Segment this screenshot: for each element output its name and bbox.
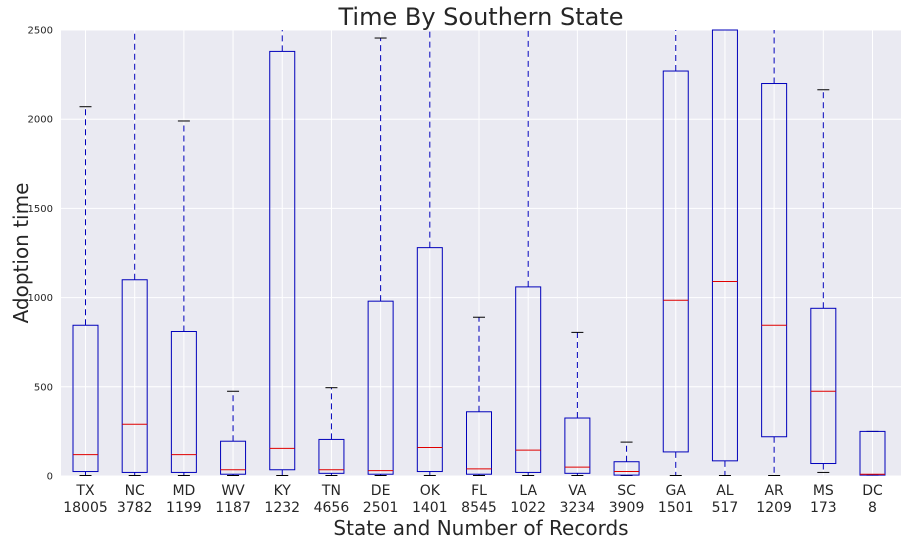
box-md xyxy=(170,120,197,476)
box-ms xyxy=(810,89,837,473)
box-wv xyxy=(220,390,247,476)
y-tick-label: 0 xyxy=(47,472,53,483)
chart-title: Time By Southern State xyxy=(338,3,624,31)
x-tick-state-label: MD xyxy=(172,483,195,499)
iqr-box xyxy=(318,438,345,474)
box-va xyxy=(564,331,591,476)
y-axis-label: Adoption time xyxy=(9,183,33,324)
x-tick-state-label: NC xyxy=(125,483,145,499)
x-tick-state-label: DE xyxy=(371,483,391,499)
x-tick-count-label: 18005 xyxy=(63,500,108,516)
box-ky xyxy=(269,30,296,476)
plot-area xyxy=(61,30,901,476)
y-axis-ticks: 0 500 1000 1500 2000 2500 xyxy=(28,26,53,483)
x-tick-count-label: 1209 xyxy=(756,500,792,516)
iqr-box xyxy=(711,29,738,462)
y-tick-label: 2000 xyxy=(28,115,53,126)
iqr-box xyxy=(662,70,689,453)
x-tick-state-label: AL xyxy=(716,483,734,499)
box-ar xyxy=(761,30,788,476)
x-tick-count-label: 1401 xyxy=(412,500,448,516)
x-tick-count-label: 1022 xyxy=(510,500,546,516)
x-tick-state-label: SC xyxy=(617,483,636,499)
box-fl xyxy=(466,316,492,476)
iqr-box xyxy=(170,330,197,473)
iqr-box xyxy=(810,307,837,465)
box-ok xyxy=(416,30,443,476)
iqr-box xyxy=(416,247,443,473)
iqr-box xyxy=(761,83,788,438)
x-tick-state-label: AR xyxy=(764,483,784,499)
x-tick-count-label: 1187 xyxy=(215,500,251,516)
y-tick-label: 2500 xyxy=(28,26,53,37)
x-tick-count-label: 1501 xyxy=(658,500,694,516)
x-tick-count-label: 3782 xyxy=(117,500,153,516)
iqr-box xyxy=(220,440,247,475)
box-la xyxy=(515,30,542,476)
x-tick-count-label: 173 xyxy=(810,500,837,516)
box-nc xyxy=(121,30,148,476)
iqr-box xyxy=(613,461,640,476)
box-tx xyxy=(72,106,99,476)
x-tick-state-label: MS xyxy=(813,483,834,499)
box-al xyxy=(711,29,738,476)
iqr-box xyxy=(466,411,492,475)
y-tick-label: 1500 xyxy=(28,204,53,215)
iqr-box xyxy=(269,50,296,471)
x-tick-count-label: 3909 xyxy=(609,500,645,516)
box-ga xyxy=(662,30,689,476)
x-tick-state-label: DC xyxy=(862,483,883,499)
x-tick-count-label: 3234 xyxy=(560,500,596,516)
x-tick-count-label: 1232 xyxy=(264,500,300,516)
y-tick-label: 1000 xyxy=(28,293,53,304)
x-tick-state-label: TX xyxy=(75,483,95,499)
x-tick-state-label: LA xyxy=(519,483,537,499)
x-tick-state-label: OK xyxy=(420,483,441,499)
box-tn xyxy=(318,387,345,476)
box-series xyxy=(72,29,886,476)
x-tick-count-label: 8545 xyxy=(461,500,497,516)
x-tick-state-label: GA xyxy=(666,483,687,499)
grid-lines xyxy=(61,29,901,477)
x-tick-count-label: 1199 xyxy=(166,500,202,516)
x-tick-state-label: WV xyxy=(221,483,245,499)
iqr-box xyxy=(564,417,591,474)
box-sc xyxy=(613,441,640,476)
iqr-box xyxy=(515,286,542,473)
x-axis-label: State and Number of Records xyxy=(333,516,628,540)
x-tick-count-label: 4656 xyxy=(314,500,350,516)
iqr-box xyxy=(859,430,886,476)
x-tick-state-label: TN xyxy=(321,483,341,499)
x-tick-state-label: VA xyxy=(568,483,587,499)
y-tick-label: 500 xyxy=(34,382,53,393)
x-tick-count-label: 517 xyxy=(712,500,739,516)
box-dc xyxy=(859,430,886,476)
x-tick-state-label: FL xyxy=(471,483,487,499)
iqr-box xyxy=(121,279,148,473)
iqr-box xyxy=(72,324,99,473)
x-tick-count-label: 2501 xyxy=(363,500,399,516)
box-de xyxy=(367,37,394,476)
x-tick-state-label: KY xyxy=(274,483,292,499)
x-tick-count-label: 8 xyxy=(868,500,877,516)
iqr-box xyxy=(367,300,394,475)
